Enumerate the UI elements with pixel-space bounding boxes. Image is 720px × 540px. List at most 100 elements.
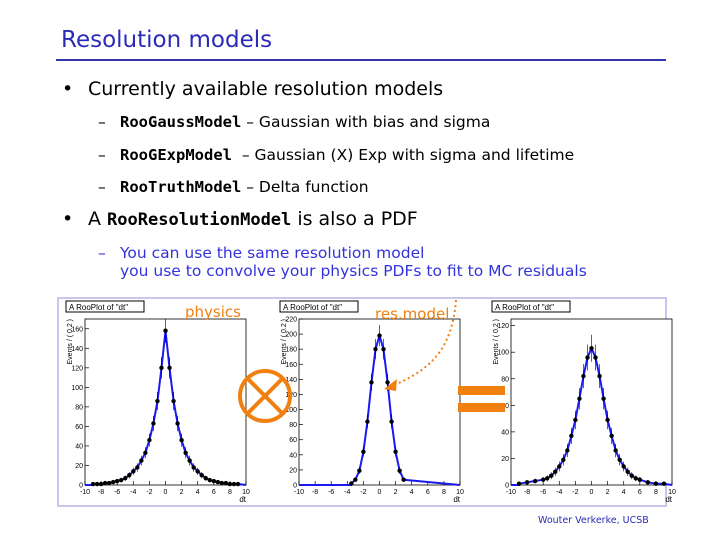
x-tick-label: 6 — [212, 489, 216, 496]
y-tick-label: 40 — [75, 443, 83, 450]
y-tick-label: 40 — [501, 429, 509, 436]
y-tick-label: 220 — [285, 317, 297, 324]
data-point — [357, 468, 362, 473]
data-point — [353, 477, 358, 482]
data-point — [143, 450, 148, 455]
data-point — [195, 469, 200, 474]
x-tick-label: -2 — [146, 489, 152, 496]
subitem: – RooGExpModel – Gaussian (X) Exp with si… — [98, 146, 575, 164]
data-point — [235, 481, 241, 487]
data-point — [577, 396, 582, 401]
x-tick-label: 4 — [622, 489, 626, 496]
data-point — [163, 328, 168, 333]
data-point — [187, 458, 192, 463]
x-axis-label: dt — [665, 495, 672, 504]
y-axis-label: Events / ( 0.2 ) — [67, 319, 74, 365]
data-point — [349, 481, 354, 486]
data-point — [203, 475, 208, 481]
data-point — [102, 480, 108, 486]
x-tick-label: 0 — [164, 489, 168, 496]
y-tick-label: 100 — [71, 385, 83, 392]
y-tick-label: 180 — [285, 347, 297, 354]
plot-frame — [84, 318, 247, 486]
x-tick-label: 4 — [410, 489, 414, 496]
data-point — [191, 465, 196, 470]
plot-title-box — [279, 300, 359, 313]
plot-title-box — [65, 300, 145, 313]
bullet-2: • A RooResolutionModel is also a PDF — [62, 208, 418, 230]
x-tick-label: 0 — [590, 489, 594, 496]
data-point — [557, 464, 562, 469]
data-point — [231, 481, 237, 487]
data-point — [561, 457, 566, 462]
data-point — [98, 481, 104, 487]
y-tick-label: 20 — [75, 463, 83, 470]
x-tick-label: -4 — [130, 489, 136, 496]
bullet-text: Currently available resolution models — [88, 78, 444, 100]
x-tick-label: 8 — [442, 489, 446, 496]
data-point — [119, 477, 124, 483]
data-point — [199, 473, 204, 478]
data-point — [613, 448, 618, 453]
data-point — [223, 480, 229, 486]
physics-label: physics — [185, 303, 241, 321]
y-tick-label: 80 — [289, 422, 297, 429]
x-tick-label: -8 — [312, 489, 318, 496]
y-tick-label: 20 — [501, 456, 509, 463]
data-point — [179, 437, 184, 443]
y-tick-label: 80 — [75, 404, 83, 411]
data-point — [227, 481, 233, 487]
data-point — [553, 469, 558, 474]
y-tick-label: 0 — [293, 483, 297, 490]
data-point — [219, 480, 225, 486]
data-point — [625, 469, 630, 474]
plot-title: A RooPlot of "dt" — [283, 303, 342, 312]
y-tick-label: 160 — [285, 362, 297, 369]
data-point — [123, 475, 128, 481]
data-point — [155, 398, 160, 404]
data-point — [369, 380, 374, 385]
x-tick-label: 4 — [196, 489, 200, 496]
data-point — [207, 477, 212, 483]
data-point — [171, 398, 176, 404]
data-point — [175, 421, 180, 426]
data-point — [167, 365, 172, 371]
data-point — [621, 464, 626, 469]
data-point — [573, 417, 578, 423]
y-tick-label: 120 — [71, 365, 83, 372]
x-tick-label: 6 — [638, 489, 642, 496]
data-point — [645, 480, 651, 485]
data-point — [633, 476, 638, 481]
x-tick-label: -4 — [556, 489, 562, 496]
data-point — [377, 333, 382, 338]
data-point — [183, 450, 188, 455]
x-axis-label: dt — [239, 495, 246, 504]
x-tick-label: 10 — [668, 489, 676, 496]
data-point — [215, 479, 221, 485]
plot-title: A RooPlot of "dt" — [69, 303, 128, 312]
subitem: – RooTruthModel – Delta function — [98, 178, 369, 196]
data-point — [585, 355, 590, 360]
footer-author: Wouter Verkerke, UCSB — [538, 515, 649, 526]
data-point — [593, 355, 598, 360]
x-tick-label: 10 — [242, 489, 250, 496]
dotted-arrow — [391, 299, 457, 387]
data-point — [637, 477, 642, 482]
data-point — [589, 346, 594, 351]
resolution-model-plot: A RooPlot of "dt"-10 -8 -6 -4 -2 0 2 4 6 8 1002040… — [279, 300, 464, 504]
data-point — [110, 479, 116, 485]
data-point — [90, 481, 96, 487]
data-point — [516, 481, 522, 486]
y-tick-label: 140 — [285, 377, 297, 384]
y-axis-label: Events / ( 0.2 ) — [493, 319, 500, 365]
y-tick-label: 60 — [289, 437, 297, 444]
x-tick-label: -4 — [344, 489, 350, 496]
data-point — [605, 417, 610, 423]
data-point — [397, 468, 402, 473]
x-tick-label: -6 — [328, 489, 334, 496]
y-tick-label: 100 — [497, 350, 509, 357]
y-tick-label: 0 — [79, 483, 83, 490]
data-point — [617, 457, 622, 462]
y-tick-label: 100 — [285, 407, 297, 414]
data-point — [131, 469, 136, 474]
